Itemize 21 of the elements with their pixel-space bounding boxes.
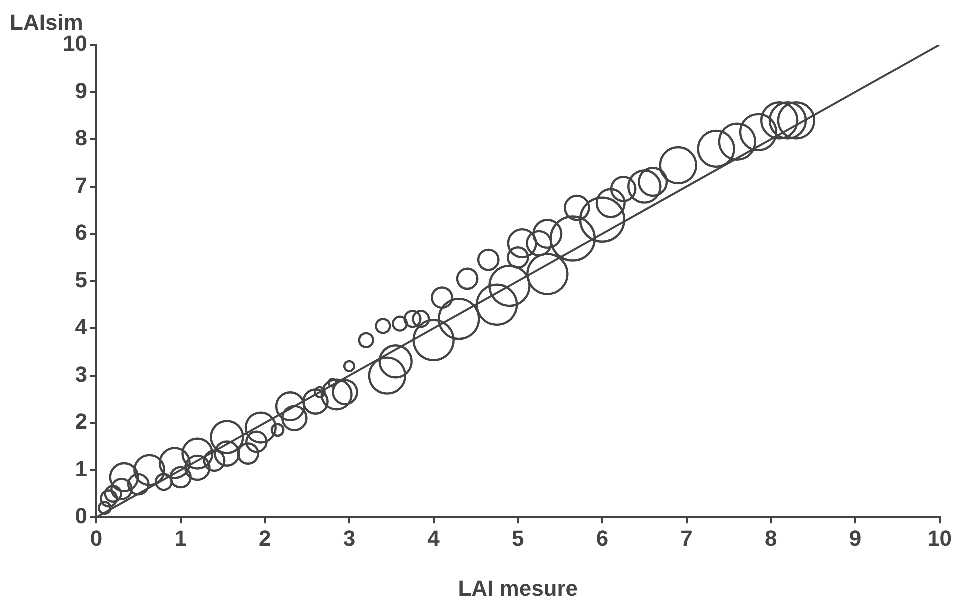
y-tick-label: 0 [75, 504, 88, 529]
y-tick-label: 5 [75, 267, 88, 292]
x-axis-title: LAI mesure [458, 576, 578, 601]
x-tick-label: 8 [765, 526, 778, 551]
y-tick-label: 2 [75, 409, 88, 434]
x-tick-label: 9 [849, 526, 862, 551]
x-tick-label: 7 [680, 526, 693, 551]
x-tick-label: 3 [343, 526, 356, 551]
y-tick-label: 8 [75, 126, 88, 151]
y-tick-label: 3 [75, 362, 88, 387]
x-tick-label: 4 [428, 526, 441, 551]
y-tick-label: 7 [75, 172, 88, 198]
x-tick-label: 10 [928, 526, 952, 551]
x-tick-label: 2 [259, 526, 272, 551]
y-tick-label: 4 [75, 314, 88, 340]
y-tick-label: 1 [75, 456, 88, 482]
x-tick-label: 1 [174, 526, 187, 551]
y-tick-label: 6 [75, 220, 88, 246]
y-tick-label: 9 [75, 78, 88, 104]
x-tick-label: 6 [596, 526, 609, 551]
x-tick-label: 5 [512, 526, 524, 551]
